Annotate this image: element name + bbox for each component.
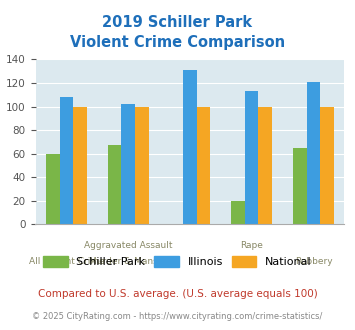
Text: Rape: Rape xyxy=(240,241,263,250)
Bar xyxy=(73,107,87,224)
Bar xyxy=(135,107,148,224)
Bar xyxy=(197,107,210,224)
Text: © 2025 CityRating.com - https://www.cityrating.com/crime-statistics/: © 2025 CityRating.com - https://www.city… xyxy=(32,312,323,321)
Bar xyxy=(108,146,121,224)
Bar xyxy=(245,91,258,224)
Text: Robbery: Robbery xyxy=(295,257,332,266)
Bar xyxy=(231,201,245,224)
Text: 2019 Schiller Park: 2019 Schiller Park xyxy=(103,15,252,30)
Bar xyxy=(46,154,60,224)
Bar xyxy=(60,97,73,224)
Bar xyxy=(293,148,307,224)
Bar xyxy=(320,107,334,224)
Bar xyxy=(121,104,135,224)
Text: Aggravated Assault: Aggravated Assault xyxy=(84,241,173,250)
Text: All Violent Crime: All Violent Crime xyxy=(28,257,104,266)
Legend: Schiller Park, Illinois, National: Schiller Park, Illinois, National xyxy=(39,251,316,272)
Text: Murder & Mans...: Murder & Mans... xyxy=(89,257,167,266)
Text: Violent Crime Comparison: Violent Crime Comparison xyxy=(70,35,285,50)
Bar xyxy=(183,70,197,224)
Bar xyxy=(258,107,272,224)
Text: Compared to U.S. average. (U.S. average equals 100): Compared to U.S. average. (U.S. average … xyxy=(38,289,317,299)
Bar xyxy=(307,82,320,224)
